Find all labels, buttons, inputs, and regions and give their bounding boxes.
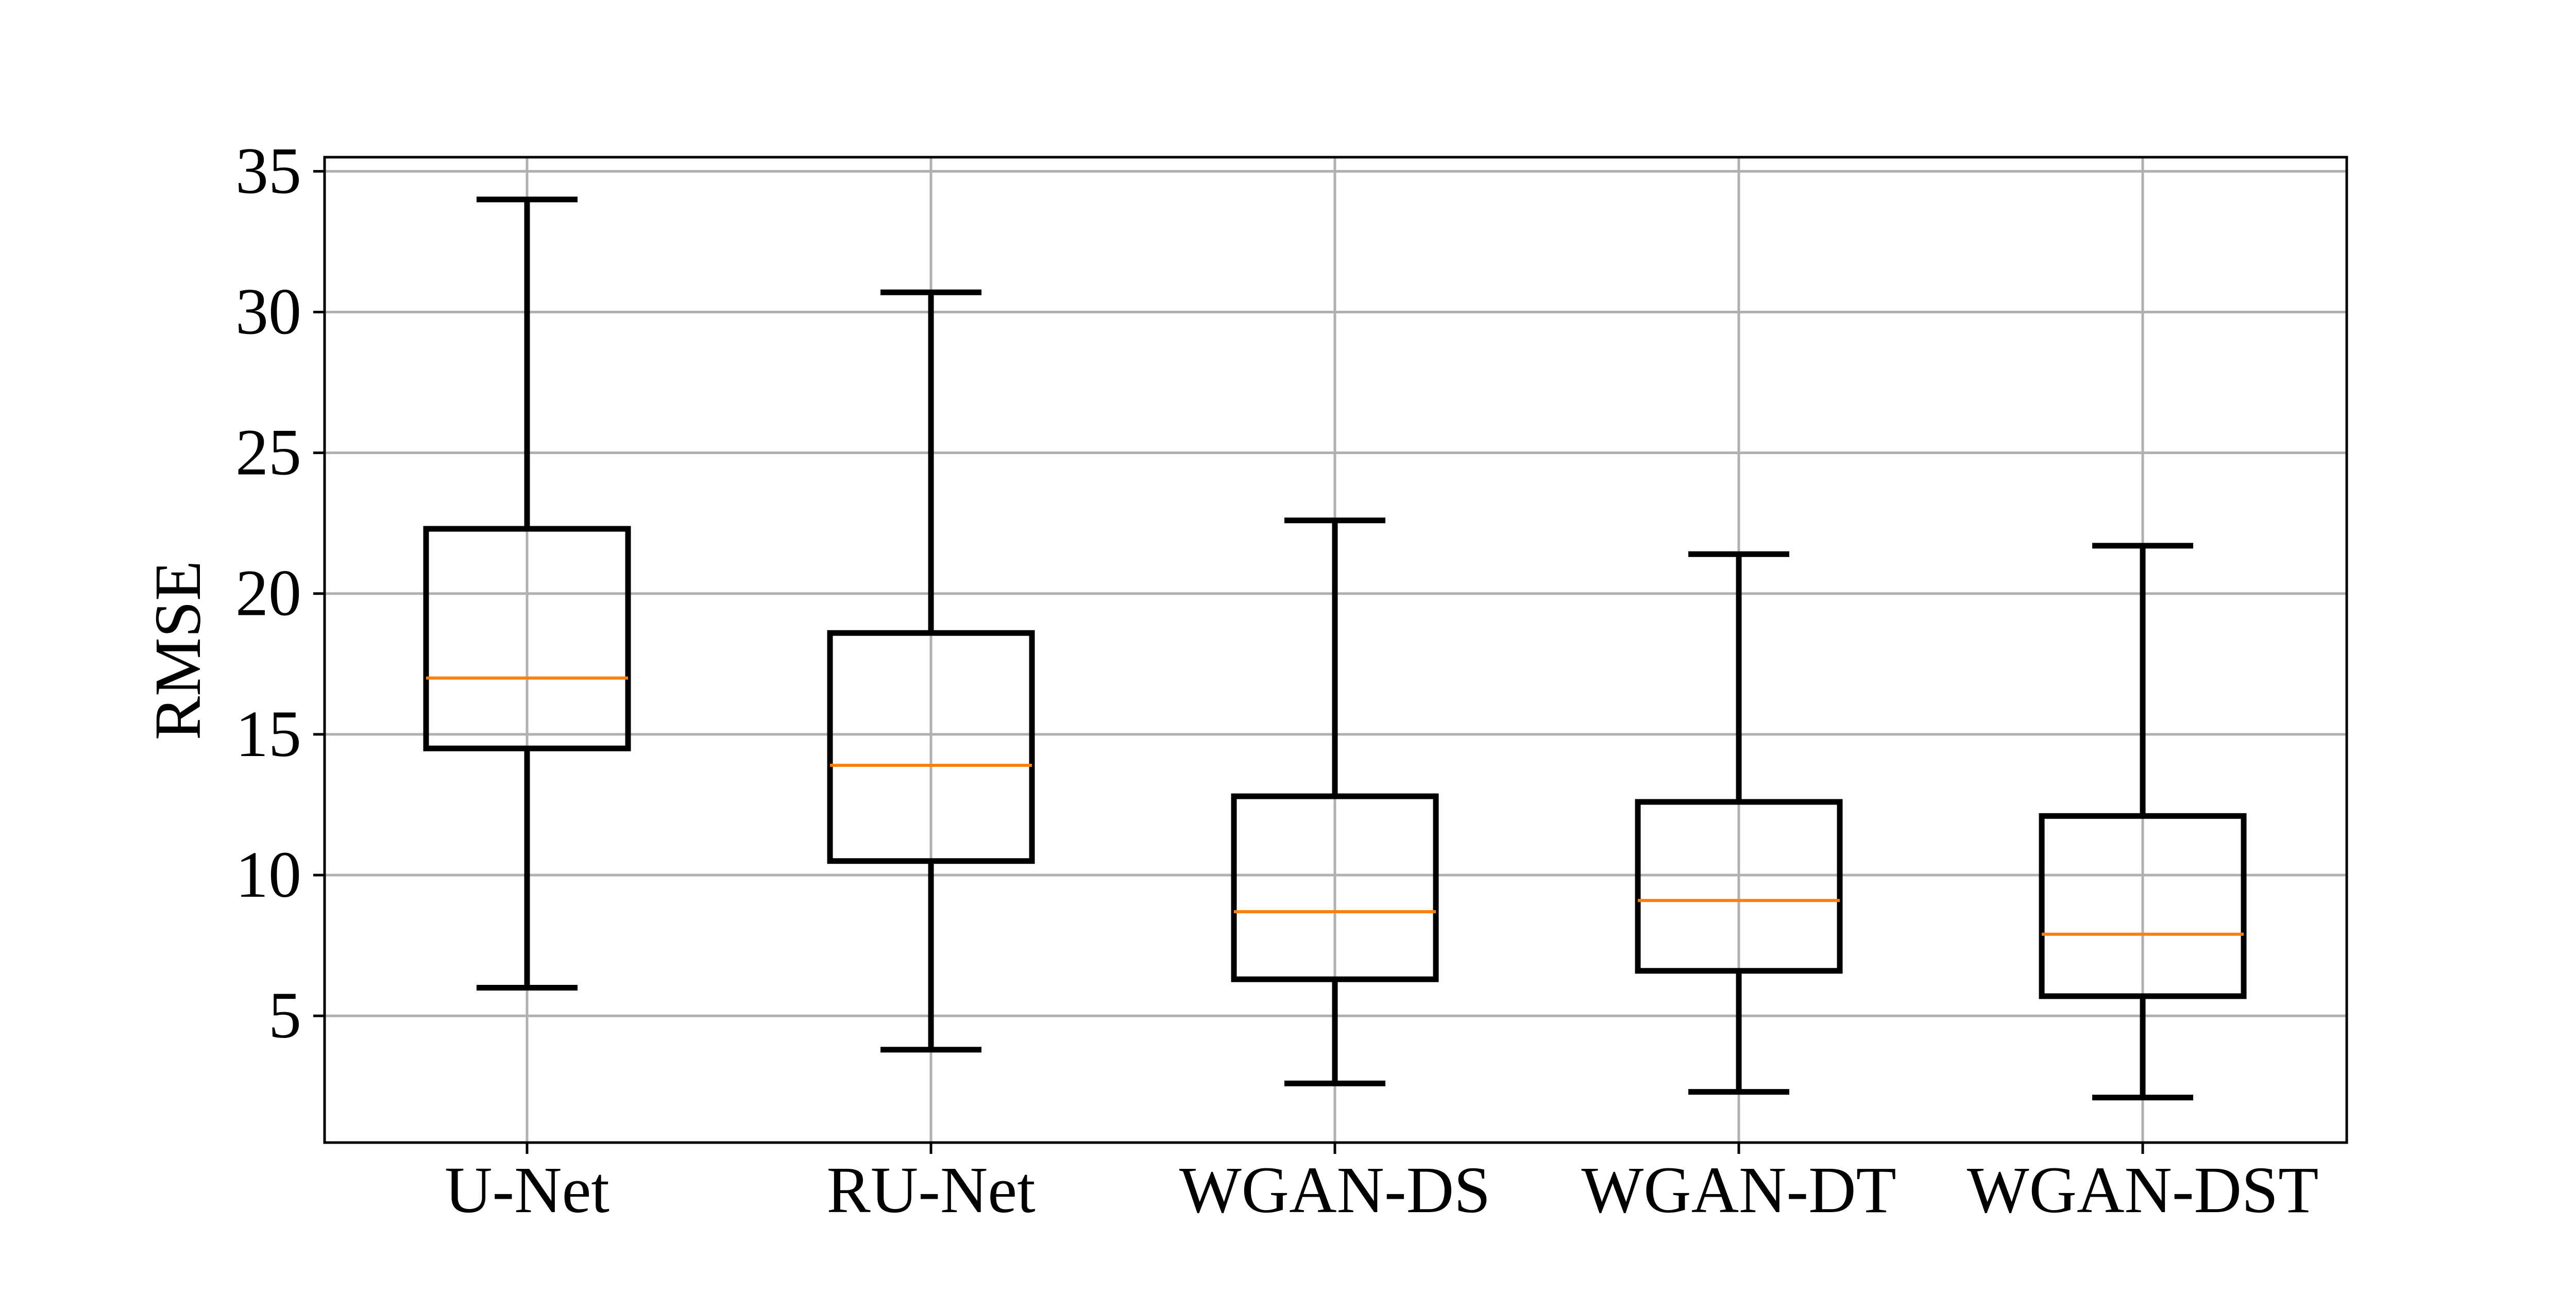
y-tick-label: 30 bbox=[235, 275, 301, 348]
box-wgan-ds bbox=[1231, 517, 1439, 1086]
y-axis-label: RMSE bbox=[141, 561, 214, 741]
y-tick-label: 5 bbox=[268, 979, 301, 1052]
grid-layer bbox=[325, 157, 2347, 1143]
box-wgan-dt bbox=[1635, 551, 1843, 1095]
iqr-box bbox=[827, 630, 1035, 864]
iqr-box bbox=[423, 526, 631, 751]
x-tick-label: WGAN-DS bbox=[1179, 1153, 1490, 1227]
x-tick-label: WGAN-DT bbox=[1581, 1153, 1896, 1227]
y-tick-label: 25 bbox=[235, 416, 301, 489]
iqr-box bbox=[2039, 813, 2247, 999]
tick-layer: 5 10 15 20 25 30 35 U-Net RU-Net WGAN-DS WGAN-DT WG… bbox=[235, 134, 2318, 1227]
y-tick-label: 35 bbox=[235, 134, 301, 207]
x-tick-label: RU-Net bbox=[826, 1153, 1035, 1227]
y-tick-label: 10 bbox=[235, 838, 301, 911]
x-tick-label: U-Net bbox=[445, 1153, 609, 1227]
x-tick-label: WGAN-DST bbox=[1967, 1153, 2319, 1227]
box-u-net bbox=[423, 196, 631, 991]
box-layer bbox=[423, 196, 2247, 1101]
y-tick-label: 15 bbox=[235, 697, 301, 770]
iqr-box bbox=[1635, 799, 1843, 974]
y-tick-label: 20 bbox=[235, 557, 301, 630]
iqr-box bbox=[1231, 793, 1439, 982]
box-ru-net bbox=[827, 289, 1035, 1053]
box-wgan-dst bbox=[2039, 543, 2247, 1101]
